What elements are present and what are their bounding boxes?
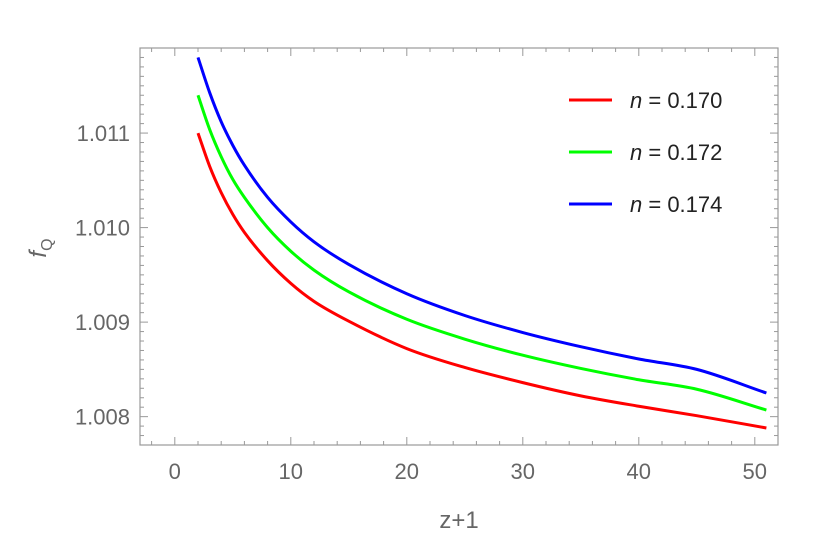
y-tick-label: 1.010 [75,216,130,241]
y-tick-label: 1.009 [75,310,130,335]
legend-label-1: n = 0.170 [630,88,722,113]
x-tick-label: 20 [395,459,419,484]
x-tick-label: 30 [511,459,535,484]
x-tick-label: 50 [743,459,767,484]
y-axis-title-subscript: Q [39,238,56,250]
series-layer [196,56,767,430]
y-tick-label: 1.008 [75,405,130,430]
x-tick-label: 10 [279,459,303,484]
x-tick-label: 0 [169,459,181,484]
series-line-3 [196,56,767,395]
legend-label-var: n [630,192,642,217]
legend-label-3: n = 0.174 [630,192,722,217]
legend-label-2: n = 0.172 [630,140,722,165]
series-line-1 [196,132,767,430]
legend-label-value: = 0.172 [642,140,722,165]
x-tick-label: 40 [627,459,651,484]
legend-label-value: = 0.170 [642,88,722,113]
y-tick-label: 1.011 [77,121,130,146]
y-axis-title: fQ [25,238,56,257]
x-axis-title: z+1 [439,507,478,534]
series-line-2 [196,94,767,412]
legend-label-var: n [630,140,642,165]
ticks-layer: 0 10 20 30 40 50 1.008 1.009 1.010 1.011 [75,47,779,484]
legend-label-var: n [630,88,642,113]
legend-label-value: = 0.174 [642,192,722,217]
y-axis-title-main: f [25,249,52,258]
